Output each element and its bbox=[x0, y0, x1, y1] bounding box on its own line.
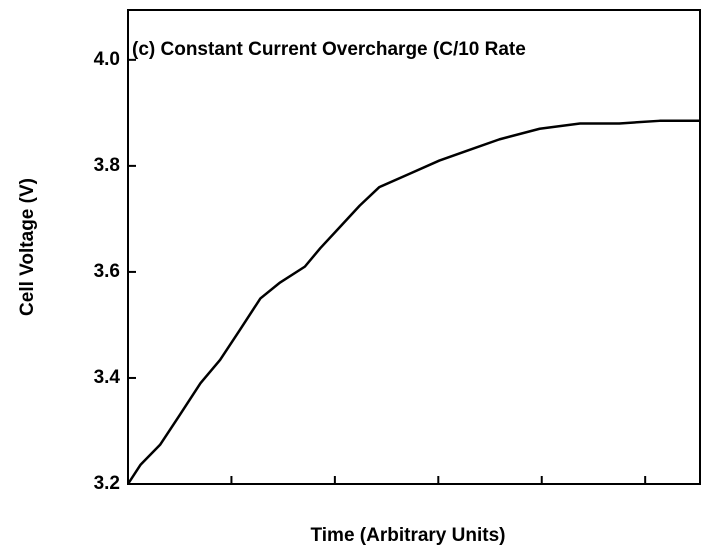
chart-title: (c) Constant Current Overcharge (C/10 Ra… bbox=[132, 39, 526, 60]
y-axis-label: Cell Voltage (V) bbox=[17, 178, 38, 316]
y-tick-label: 3.6 bbox=[94, 261, 120, 282]
y-tick-label: 3.4 bbox=[94, 367, 121, 388]
x-axis-label: Time (Arbitrary Units) bbox=[311, 525, 506, 546]
data-line bbox=[126, 119, 700, 485]
y-tick-label: 4.0 bbox=[94, 49, 120, 70]
y-tick-label: 3.2 bbox=[94, 473, 120, 494]
y-tick-label: 3.8 bbox=[94, 155, 120, 176]
plot-frame bbox=[127, 9, 701, 485]
